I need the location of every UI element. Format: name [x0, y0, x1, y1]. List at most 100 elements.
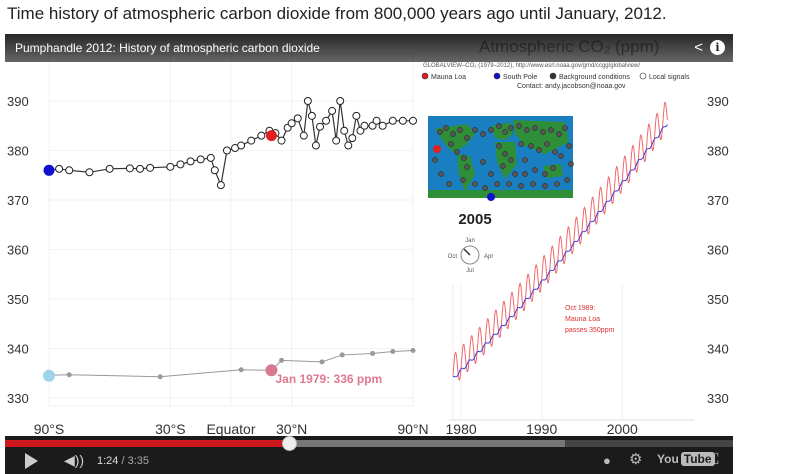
month-apr: Apr [484, 254, 493, 260]
map-station [472, 127, 478, 133]
play-icon[interactable] [25, 453, 38, 469]
share-icon[interactable]: < [694, 39, 703, 56]
current-2005-point [409, 116, 417, 125]
map-station [532, 167, 538, 173]
map-station [512, 171, 518, 177]
current-2005-point [216, 181, 225, 190]
annotation-1989: Mauna Loa [565, 316, 600, 323]
x-tick-year: 1990 [526, 421, 557, 436]
y-tick-right: 380 [707, 144, 729, 159]
x-tick-latitude: 30°S [155, 421, 186, 436]
y-tick-right: 390 [707, 94, 729, 109]
history-1979-point [157, 374, 163, 380]
video-player[interactable]: Atmospheric CO₂ (ppm)3303303403403503503… [5, 34, 733, 474]
year-label: 2005 [458, 211, 491, 228]
history-1979-point [66, 372, 72, 378]
history-1979-point [339, 352, 345, 358]
y-tick-left: 350 [7, 292, 29, 307]
map-station [446, 181, 452, 187]
current-2005-point [136, 164, 144, 173]
map-station [496, 123, 502, 129]
time-display: 1:24 / 3:35 [97, 455, 149, 467]
current-2005-point [196, 155, 205, 164]
map-station [472, 181, 478, 187]
history-1979-point [279, 357, 285, 363]
current-2005-point [186, 157, 195, 166]
world-map-landmass [543, 164, 563, 178]
legend-marker [639, 72, 647, 80]
map-station [482, 185, 488, 191]
current-2005-point [311, 141, 320, 150]
map-station [532, 125, 538, 131]
current-2005-point [210, 166, 219, 175]
map-station [443, 125, 449, 131]
legend-contact: Contact: andy.jacobson@noaa.gov [517, 83, 626, 90]
map-station [518, 183, 524, 189]
settings-icon[interactable]: ⚙ [629, 451, 643, 468]
map-station [494, 181, 500, 187]
video-title[interactable]: Pumphandle 2012: History of atmospheric … [15, 41, 320, 55]
map-station [562, 125, 568, 131]
annotation-1989: passes 350ppm [565, 327, 615, 334]
annotation-1979: Jan 1979: 336 ppm [275, 372, 382, 386]
map-station [480, 159, 486, 165]
mauna-loa-1979-marker [265, 364, 278, 377]
south-pole-2005-marker [43, 164, 55, 176]
map-station [508, 157, 514, 163]
logo-tube: Tube [680, 452, 715, 466]
map-station [550, 165, 556, 171]
current-2005-point [237, 141, 246, 150]
volume-icon[interactable]: ◀)) [64, 452, 85, 468]
current-2005-point [55, 164, 64, 173]
current-2005-point [398, 116, 407, 125]
legend-item: Local signals [649, 74, 690, 81]
annotation-1989: Oct 1989: [565, 305, 595, 312]
info-icon[interactable]: i [710, 40, 725, 55]
map-station [450, 131, 456, 137]
co2-chart: Atmospheric CO₂ (ppm)3303303403403503503… [5, 34, 733, 436]
current-2005-point [352, 111, 361, 120]
video-title-bar: Pumphandle 2012: History of atmospheric … [5, 34, 733, 62]
map-station [554, 181, 560, 187]
video-frame[interactable]: Atmospheric CO₂ (ppm)3303303403403503503… [5, 34, 733, 436]
current-2005-point [307, 111, 316, 120]
current-2005-point [378, 121, 387, 130]
map-station [464, 135, 470, 141]
current-2005-point [328, 106, 337, 115]
world-map-landmass [495, 142, 517, 179]
current-2005-point [206, 153, 215, 162]
history-1979-point [410, 347, 416, 353]
legend-source: GLOBALVIEW–CO₂ (1979–2012), http://www.e… [423, 63, 640, 69]
current-2005-point [360, 121, 369, 130]
x-tick-latitude: 90°S [34, 421, 65, 436]
mauna-loa-series [452, 101, 668, 381]
scrubber-handle[interactable] [281, 436, 297, 451]
youtube-logo[interactable]: You Tube [657, 452, 715, 466]
map-station [508, 125, 514, 131]
annotations-icon[interactable]: ● [603, 453, 611, 468]
month-jan: Jan [465, 238, 475, 244]
x-tick-year: 2000 [607, 421, 638, 436]
current-2005-point [322, 116, 331, 125]
current-2005-point [277, 136, 286, 145]
fullscreen-icon[interactable]: ⛶ [708, 451, 719, 468]
map-south-pole [487, 193, 495, 201]
map-station [518, 141, 524, 147]
current-2005-point [65, 166, 74, 175]
current-2005-point [287, 119, 296, 128]
map-station [500, 163, 506, 169]
current-2005-point [176, 160, 185, 169]
map-station [530, 181, 536, 187]
map-station [460, 177, 466, 183]
y-tick-left: 390 [7, 94, 29, 109]
history-1979-point [370, 350, 376, 356]
current-2005-point [146, 163, 155, 172]
history-1979-point [238, 367, 244, 373]
y-tick-left: 380 [7, 144, 29, 159]
map-station [556, 131, 562, 137]
current-2005-point [336, 97, 345, 105]
legend-item: Background conditions [559, 74, 630, 81]
south-pole-series [452, 124, 668, 378]
current-2005-point [372, 116, 381, 125]
map-station [438, 171, 444, 177]
